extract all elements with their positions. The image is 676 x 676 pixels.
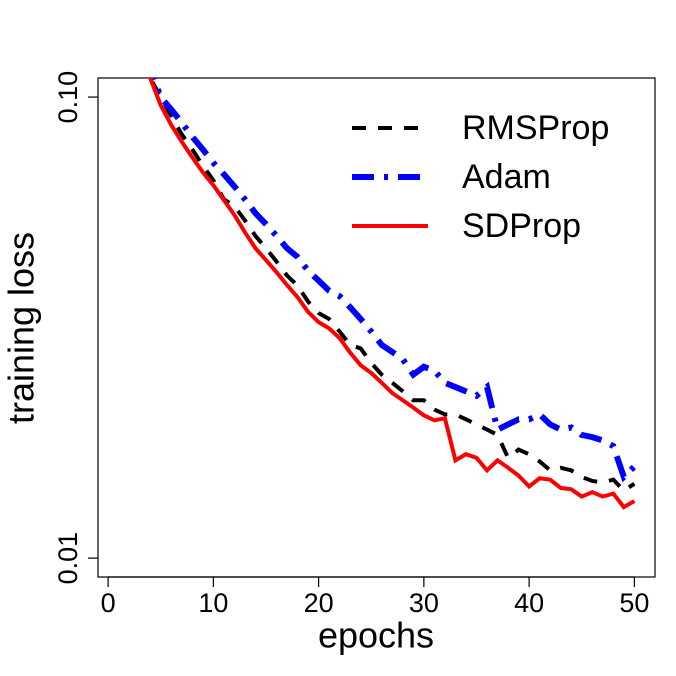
x-tick-label: 10 — [198, 588, 228, 618]
x-tick-label: 0 — [101, 588, 116, 618]
x-tick-label: 50 — [619, 588, 649, 618]
series-line — [148, 78, 636, 510]
plot-frame — [97, 77, 656, 578]
y-tick-label: 0.10 — [53, 71, 83, 124]
x-tick-label: 30 — [409, 588, 439, 618]
x-tick-label: 40 — [514, 588, 544, 618]
y-axis-title: training loss — [1, 232, 42, 424]
plot-lines — [148, 78, 637, 510]
legend-label: SDProp — [462, 207, 581, 245]
x-axis-title: epochs — [318, 615, 434, 656]
legend-label: Adam — [462, 158, 551, 196]
series-line — [148, 78, 636, 494]
series-line — [150, 78, 637, 483]
legend-label: RMSProp — [462, 109, 609, 147]
x-tick-label: 20 — [304, 588, 334, 618]
y-tick-label: 0.01 — [53, 532, 83, 585]
